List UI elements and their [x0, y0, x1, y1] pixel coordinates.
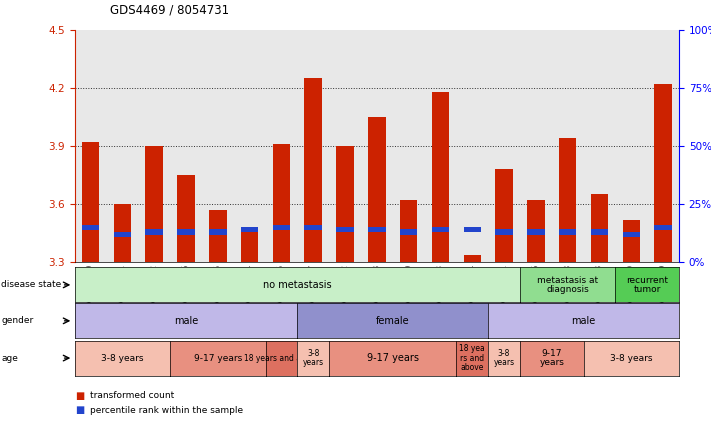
Text: recurrent
tumor: recurrent tumor [626, 275, 668, 294]
Text: 3-8 years: 3-8 years [101, 354, 144, 363]
Bar [432, 227, 449, 232]
Text: transformed count: transformed count [90, 391, 174, 400]
Bar [623, 232, 640, 237]
Bar [368, 227, 385, 232]
Bar [464, 227, 481, 232]
Bar [241, 227, 258, 232]
Text: ■: ■ [75, 390, 84, 401]
Text: no metastasis: no metastasis [263, 280, 331, 290]
Bar [177, 175, 195, 262]
Bar [400, 229, 417, 235]
Bar [432, 92, 449, 262]
Bar [82, 142, 100, 262]
Bar [336, 227, 354, 232]
Text: metastasis at
diagnosis: metastasis at diagnosis [537, 275, 598, 294]
Text: 18 years and above: 18 years and above [244, 354, 319, 363]
Bar [623, 220, 640, 262]
Text: 9-17 years: 9-17 years [193, 354, 242, 363]
Text: percentile rank within the sample: percentile rank within the sample [90, 406, 243, 415]
Text: 9-17
years: 9-17 years [540, 349, 565, 368]
Bar [559, 138, 577, 262]
Text: disease state: disease state [1, 280, 62, 289]
Text: GDS4469 / 8054731: GDS4469 / 8054731 [110, 4, 230, 17]
Text: gender: gender [1, 316, 33, 325]
Text: female: female [376, 316, 410, 326]
Bar [209, 210, 227, 262]
Bar [527, 229, 545, 235]
Bar [272, 144, 290, 262]
Bar [654, 84, 672, 262]
Bar [654, 225, 672, 230]
Bar [464, 255, 481, 262]
Bar [177, 229, 195, 235]
Bar [114, 204, 131, 262]
Bar [527, 200, 545, 262]
Bar [241, 229, 258, 262]
Text: male: male [572, 316, 596, 326]
Text: 3-8
years: 3-8 years [303, 349, 324, 368]
Text: age: age [1, 354, 18, 363]
Bar [368, 117, 385, 262]
Text: 3-8 years: 3-8 years [610, 354, 653, 363]
Text: ■: ■ [75, 405, 84, 415]
Text: male: male [174, 316, 198, 326]
Bar [400, 200, 417, 262]
Bar [82, 225, 100, 230]
Bar [304, 78, 322, 262]
Bar [336, 146, 354, 262]
Text: 3-8
years: 3-8 years [493, 349, 515, 368]
Bar [591, 195, 608, 262]
Bar [591, 229, 608, 235]
Bar [496, 169, 513, 262]
Bar [146, 229, 163, 235]
Bar [304, 225, 322, 230]
Bar [209, 229, 227, 235]
Bar [272, 225, 290, 230]
Bar [146, 146, 163, 262]
Text: 18 yea
rs and
above: 18 yea rs and above [459, 344, 485, 372]
Bar [114, 232, 131, 237]
Bar [559, 229, 577, 235]
Text: 9-17 years: 9-17 years [367, 353, 419, 363]
Bar [496, 229, 513, 235]
